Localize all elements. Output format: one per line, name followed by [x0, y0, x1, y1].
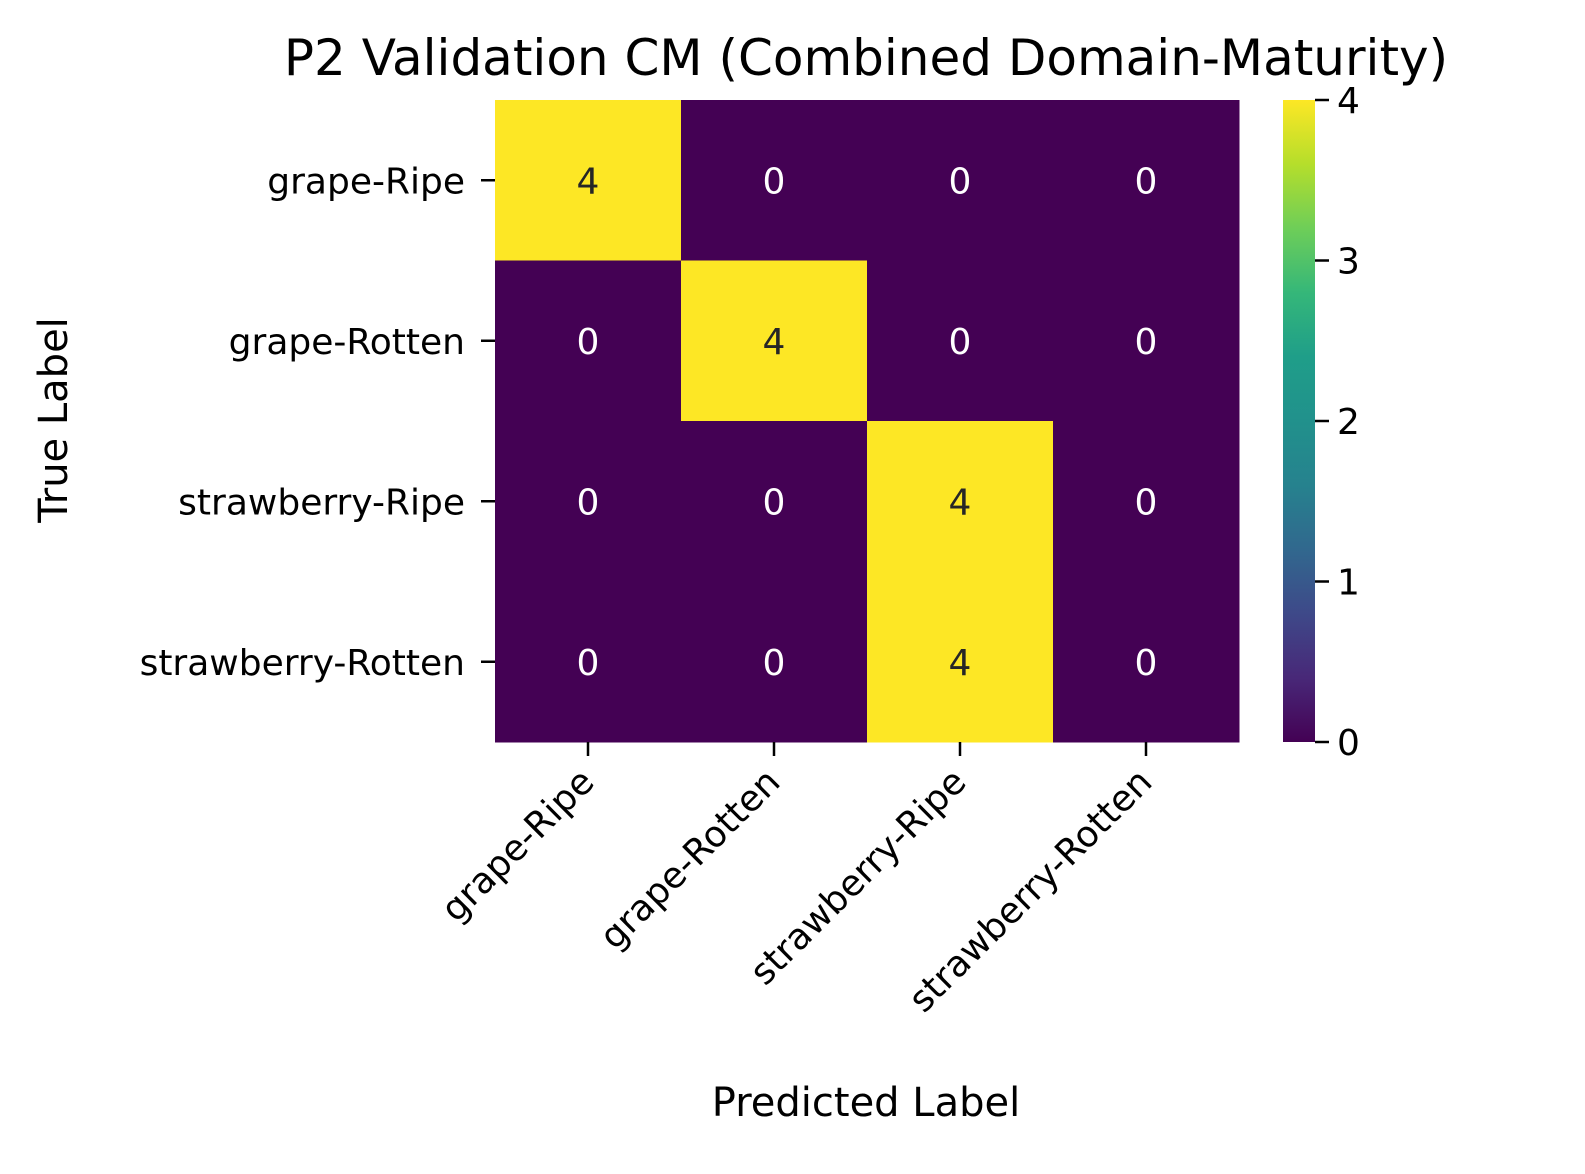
- heatmap-cell-r1-c1: [681, 260, 868, 422]
- heatmap-cell-r1-c2: [867, 260, 1054, 422]
- heatmap-cell-r2-c1: [681, 421, 868, 582]
- cell-annotation-r1-c0: 0: [577, 322, 600, 363]
- y-axis-label: True Label: [31, 317, 77, 524]
- cell-annotation-r2-c3: 0: [1135, 482, 1158, 523]
- heatmap-cell-r0-c3: [1053, 100, 1240, 261]
- cell-annotation-r0-c3: 0: [1135, 161, 1158, 202]
- cell-annotation-r2-c1: 0: [763, 482, 786, 523]
- chart-title: P2 Validation CM (Combined Domain-Maturi…: [284, 29, 1448, 87]
- y-tick-label-3: strawberry-Rotten: [140, 643, 465, 684]
- heatmap-cell-r3-c3: [1053, 581, 1240, 743]
- colorbar-tick-label-3: 3: [1337, 242, 1360, 283]
- heatmap-cell-r3-c2: [867, 581, 1054, 743]
- colorbar-tick-label-4: 4: [1337, 81, 1360, 122]
- x-tick-label-1: grape-Rotten: [592, 761, 788, 957]
- x-axis-label: Predicted Label: [712, 1080, 1020, 1126]
- cell-annotation-r1-c1: 4: [763, 322, 786, 363]
- heatmap-cell-r3-c0: [495, 581, 682, 743]
- colorbar-tick-label-1: 1: [1337, 563, 1360, 604]
- x-tick-label-0: grape-Ripe: [434, 761, 603, 930]
- y-tick-label-2: strawberry-Ripe: [178, 482, 465, 523]
- y-tick-label-1: grape-Rotten: [229, 322, 465, 363]
- heatmap-cell-r2-c3: [1053, 421, 1240, 582]
- cell-annotation-r3-c3: 0: [1135, 643, 1158, 684]
- colorbar: 0 1 2 3 4: [1283, 81, 1360, 764]
- x-axis: grape-Ripegrape-Rottenstrawberry-Ripestr…: [434, 742, 1160, 1020]
- cell-annotation-r2-c0: 0: [577, 482, 600, 523]
- y-tick-label-0: grape-Ripe: [267, 161, 465, 202]
- heatmap-cell-r0-c0: [495, 100, 682, 261]
- heatmap-cell-r2-c0: [495, 421, 682, 582]
- heatmap-cell-r1-c3: [1053, 260, 1240, 422]
- heatmap-cell-r1-c0: [495, 260, 682, 422]
- colorbar-gradient: [1283, 100, 1315, 742]
- cell-annotation-r3-c2: 4: [949, 643, 972, 684]
- heatmap-cell-r2-c2: [867, 421, 1054, 582]
- heatmap-cell-r3-c1: [681, 581, 868, 743]
- cell-annotation-r1-c2: 0: [949, 322, 972, 363]
- heatmap-cells: [495, 100, 1240, 743]
- cell-annotation-r2-c2: 4: [949, 482, 972, 523]
- cell-annotation-r0-c0: 4: [577, 161, 600, 202]
- cell-annotation-r1-c3: 0: [1135, 322, 1158, 363]
- cell-annotation-r3-c1: 0: [763, 643, 786, 684]
- colorbar-tick-label-0: 0: [1337, 723, 1360, 764]
- cell-annotations: 4 0 0 0 0 4 0 0 0 0 4 0 0 0 4 0: [577, 161, 1158, 684]
- heatmap-cell-r0-c2: [867, 100, 1054, 261]
- cell-annotation-r0-c2: 0: [949, 161, 972, 202]
- heatmap-cell-r0-c1: [681, 100, 868, 261]
- cell-annotation-r0-c1: 0: [763, 161, 786, 202]
- cell-annotation-r3-c0: 0: [577, 643, 600, 684]
- y-axis: grape-Ripe grape-Rotten strawberry-Ripe str…: [140, 161, 495, 684]
- colorbar-tick-label-2: 2: [1337, 402, 1360, 443]
